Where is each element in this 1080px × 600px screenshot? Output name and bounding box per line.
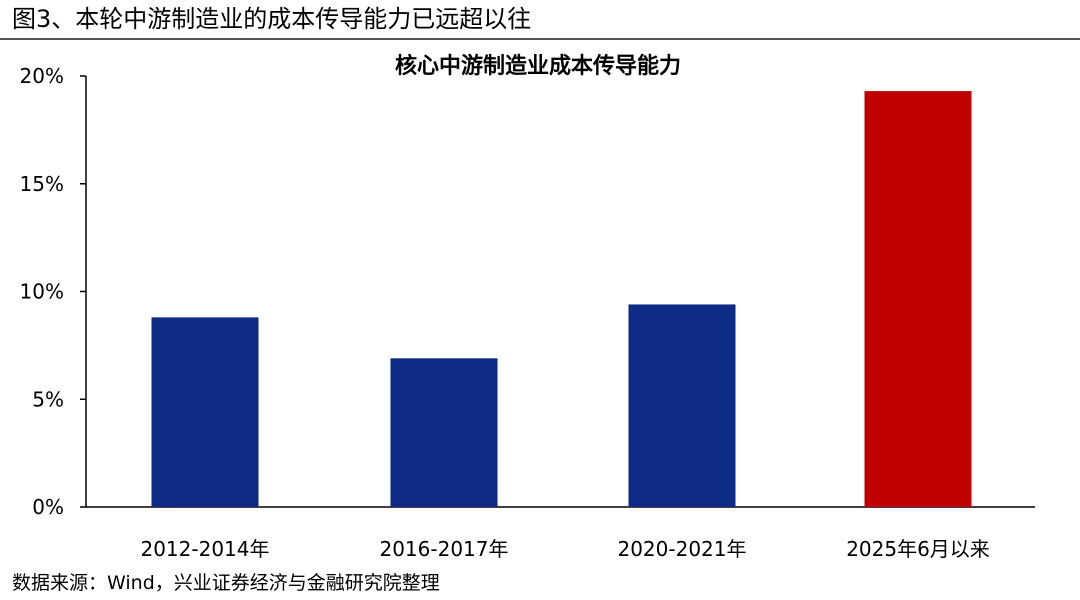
bar-3 <box>628 304 736 507</box>
x-category-label: 2012-2014年 <box>140 537 269 561</box>
y-tick-label: 5% <box>32 387 64 411</box>
y-tick-label: 0% <box>32 495 64 519</box>
x-category-label: 2025年6月以来 <box>846 537 990 561</box>
bar-4 <box>864 91 972 508</box>
figure-title: 图3、本轮中游制造业的成本传导能力已远超以往 <box>12 5 532 33</box>
source-note: 数据来源：Wind，兴业证券经济与金融研究院整理 <box>12 572 440 594</box>
y-tick-label: 20% <box>20 64 64 88</box>
bar-2 <box>390 358 498 507</box>
title-divider <box>0 38 1080 40</box>
bar-1 <box>151 317 259 507</box>
y-tick-label: 10% <box>20 280 64 304</box>
bar-chart: 核心中游制造业成本传导能力 0% 5% 10% 15% 20% 2012-2014年 20… <box>20 53 1035 561</box>
y-tick-label: 15% <box>20 172 64 196</box>
chart-title: 核心中游制造业成本传导能力 <box>395 53 681 79</box>
x-category-label: 2016-2017年 <box>379 537 508 561</box>
x-category-label: 2020-2021年 <box>617 537 746 561</box>
